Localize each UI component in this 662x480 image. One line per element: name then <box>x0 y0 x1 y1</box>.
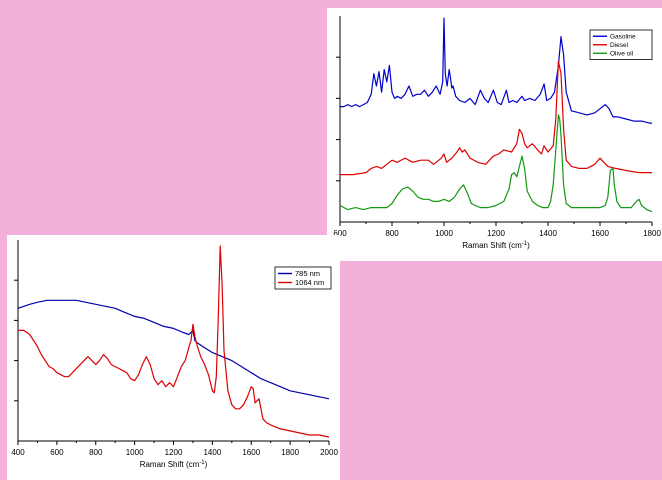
series-line-785-nm <box>17 299 330 400</box>
x-tick-label: 1600 <box>242 448 260 457</box>
chart-fuel-spectra: 600 800 1000 1200 1400 1600 1800 Raman Shift (c… <box>333 16 661 250</box>
x-axis-label-superscript: -1 <box>522 241 528 247</box>
x-tick-label: 1200 <box>165 448 183 457</box>
series-line-1064-nm <box>18 245 330 438</box>
series-line-gasoline <box>340 17 652 124</box>
x-tick-label: 800 <box>89 448 103 457</box>
x-axis-label-superscript: -1 <box>199 460 205 466</box>
x-tick-label: 800 <box>385 229 399 238</box>
x-axis-label-tail: ) <box>205 460 208 469</box>
series-line-olive-oil <box>339 114 653 213</box>
x-tick-label: 400 <box>11 448 25 457</box>
x-axis-label-text: Raman Shift (cm <box>140 460 200 469</box>
x-axis-label: Raman Shift (cm-1) <box>140 460 208 469</box>
legend-box <box>274 266 332 290</box>
x-tick-label: 1800 <box>643 229 661 238</box>
series-line-diesel <box>340 60 652 176</box>
x-tick-label: 1000 <box>126 448 144 457</box>
x-tick-label: 1400 <box>203 448 221 457</box>
legend-label: Olive oil <box>610 50 634 57</box>
x-axis-label-tail: ) <box>527 241 530 250</box>
legend-label: Diesel <box>610 42 629 49</box>
chart-panel-excitation-spectra: 400 600 800 1000 1200 1400 1600 1800 2000 Raman S… <box>7 235 340 480</box>
legend-label: 1064 nm <box>295 278 324 287</box>
chart-panel-fuel-spectra: 600 800 1000 1200 1400 1600 1800 Raman Shift (c… <box>327 8 662 261</box>
x-tick-label: 1200 <box>487 229 505 238</box>
x-axis-label: Raman Shift (cm-1) <box>462 241 530 250</box>
x-tick-label: 1800 <box>281 448 299 457</box>
x-tick-label: 600 <box>50 448 64 457</box>
legend-label: 785 nm <box>295 269 320 278</box>
chart-excitation-spectra: 400 600 800 1000 1200 1400 1600 1800 2000 Raman S… <box>11 240 338 469</box>
x-tick-label: 1400 <box>539 229 557 238</box>
x-tick-label: 2000 <box>320 448 338 457</box>
x-tick-label: 600 <box>333 229 347 238</box>
x-tick-label: 1000 <box>435 229 453 238</box>
legend-label: Gasoline <box>610 33 636 40</box>
x-axis-label-text: Raman Shift (cm <box>462 241 522 250</box>
x-tick-label: 1600 <box>591 229 609 238</box>
